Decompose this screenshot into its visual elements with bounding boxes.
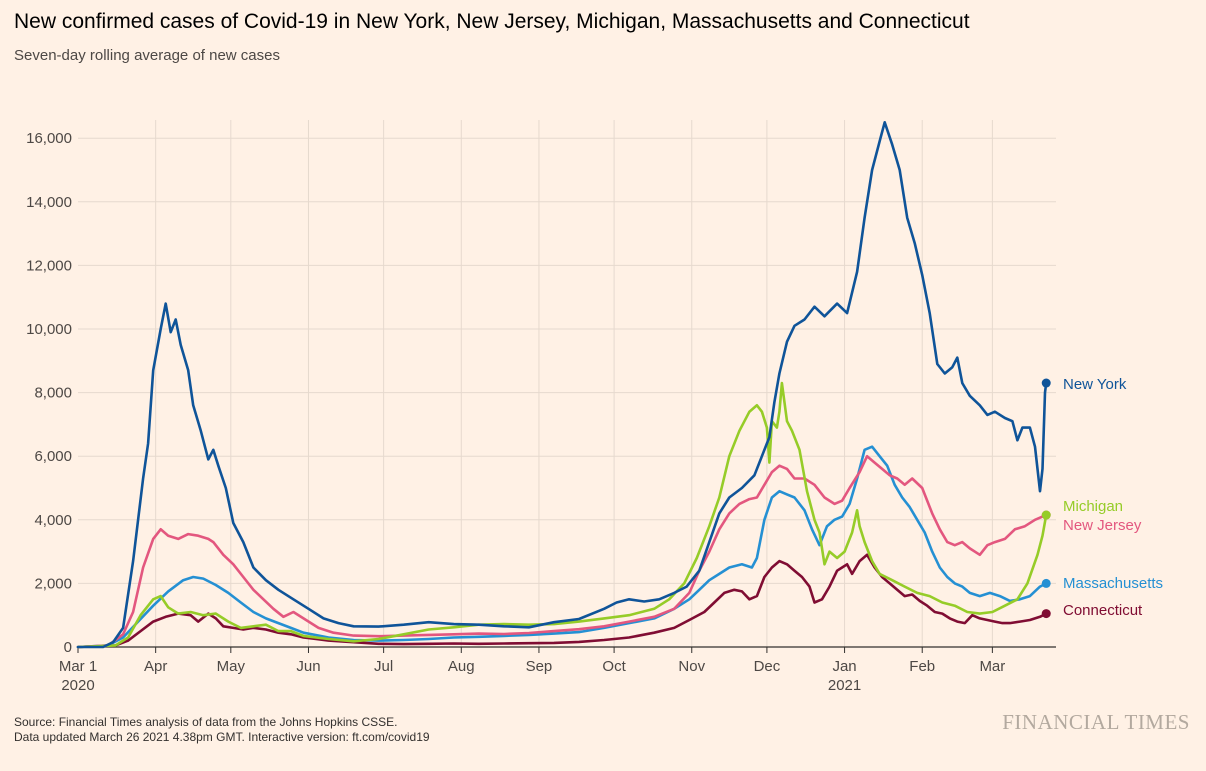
series-labels: New York New Jersey Michigan Massachusetts C… — [1063, 376, 1163, 619]
source-note: Source: Financial Times analysis of data… — [14, 715, 430, 730]
x-tick-year-label: 2020 — [61, 677, 94, 694]
line-chart: 0 2,000 4,000 6,000 8,000 10,000 12,000 14,000 1… — [0, 0, 1206, 771]
x-tick-year-label: 2021 — [828, 677, 861, 694]
y-tick-label: 10,000 — [26, 321, 72, 338]
y-tick-label: 2,000 — [34, 575, 72, 592]
x-tick-label: Jun — [296, 658, 320, 675]
x-tick-label: Feb — [909, 658, 935, 675]
series-label-new-jersey: New Jersey — [1063, 517, 1142, 534]
y-tick-label: 0 — [64, 639, 72, 656]
series-end-marker-michigan — [1042, 511, 1051, 520]
series-lines — [78, 122, 1051, 647]
x-tick-label: Aug — [448, 658, 475, 675]
y-tick-label: 8,000 — [34, 385, 72, 402]
x-tick-label: Dec — [754, 658, 781, 675]
x-tick-label: Jul — [374, 658, 393, 675]
series-end-marker-connecticut — [1042, 609, 1051, 618]
grid-lines — [78, 120, 1056, 647]
series-label-michigan: Michigan — [1063, 498, 1123, 515]
x-tick-label: Apr — [144, 658, 167, 675]
series-end-marker-new-york — [1042, 379, 1051, 388]
y-tick-label: 14,000 — [26, 194, 72, 211]
y-tick-label: 12,000 — [26, 257, 72, 274]
y-tick-label: 6,000 — [34, 448, 72, 465]
x-axis-ticks: Mar 1 2020 Apr May Jun Jul Aug Sep Oct Nov Dec Jan 2… — [59, 647, 1056, 694]
x-tick-label: Oct — [602, 658, 626, 675]
series-line-michigan — [78, 383, 1046, 647]
series-label-new-york: New York — [1063, 376, 1127, 393]
y-axis-ticks: 0 2,000 4,000 6,000 8,000 10,000 12,000 14,000 1… — [26, 130, 72, 656]
x-tick-label: Mar 1 — [59, 658, 97, 675]
y-tick-label: 16,000 — [26, 130, 72, 147]
y-tick-label: 4,000 — [34, 512, 72, 529]
chart-footer: Source: Financial Times analysis of data… — [14, 715, 430, 745]
series-end-marker-massachusetts — [1042, 579, 1051, 588]
x-tick-label: Sep — [526, 658, 553, 675]
ft-logo: FINANCIAL TIMES — [1002, 710, 1190, 735]
x-tick-label: Jan — [832, 658, 856, 675]
series-label-massachusetts: Massachusetts — [1063, 575, 1163, 592]
x-tick-label: Mar — [979, 658, 1005, 675]
x-tick-label: Nov — [678, 658, 705, 675]
updated-note: Data updated March 26 2021 4.38pm GMT. I… — [14, 730, 430, 745]
x-tick-label: May — [217, 658, 246, 675]
series-label-connecticut: Connecticut — [1063, 602, 1143, 619]
series-line-new-york — [78, 122, 1046, 647]
